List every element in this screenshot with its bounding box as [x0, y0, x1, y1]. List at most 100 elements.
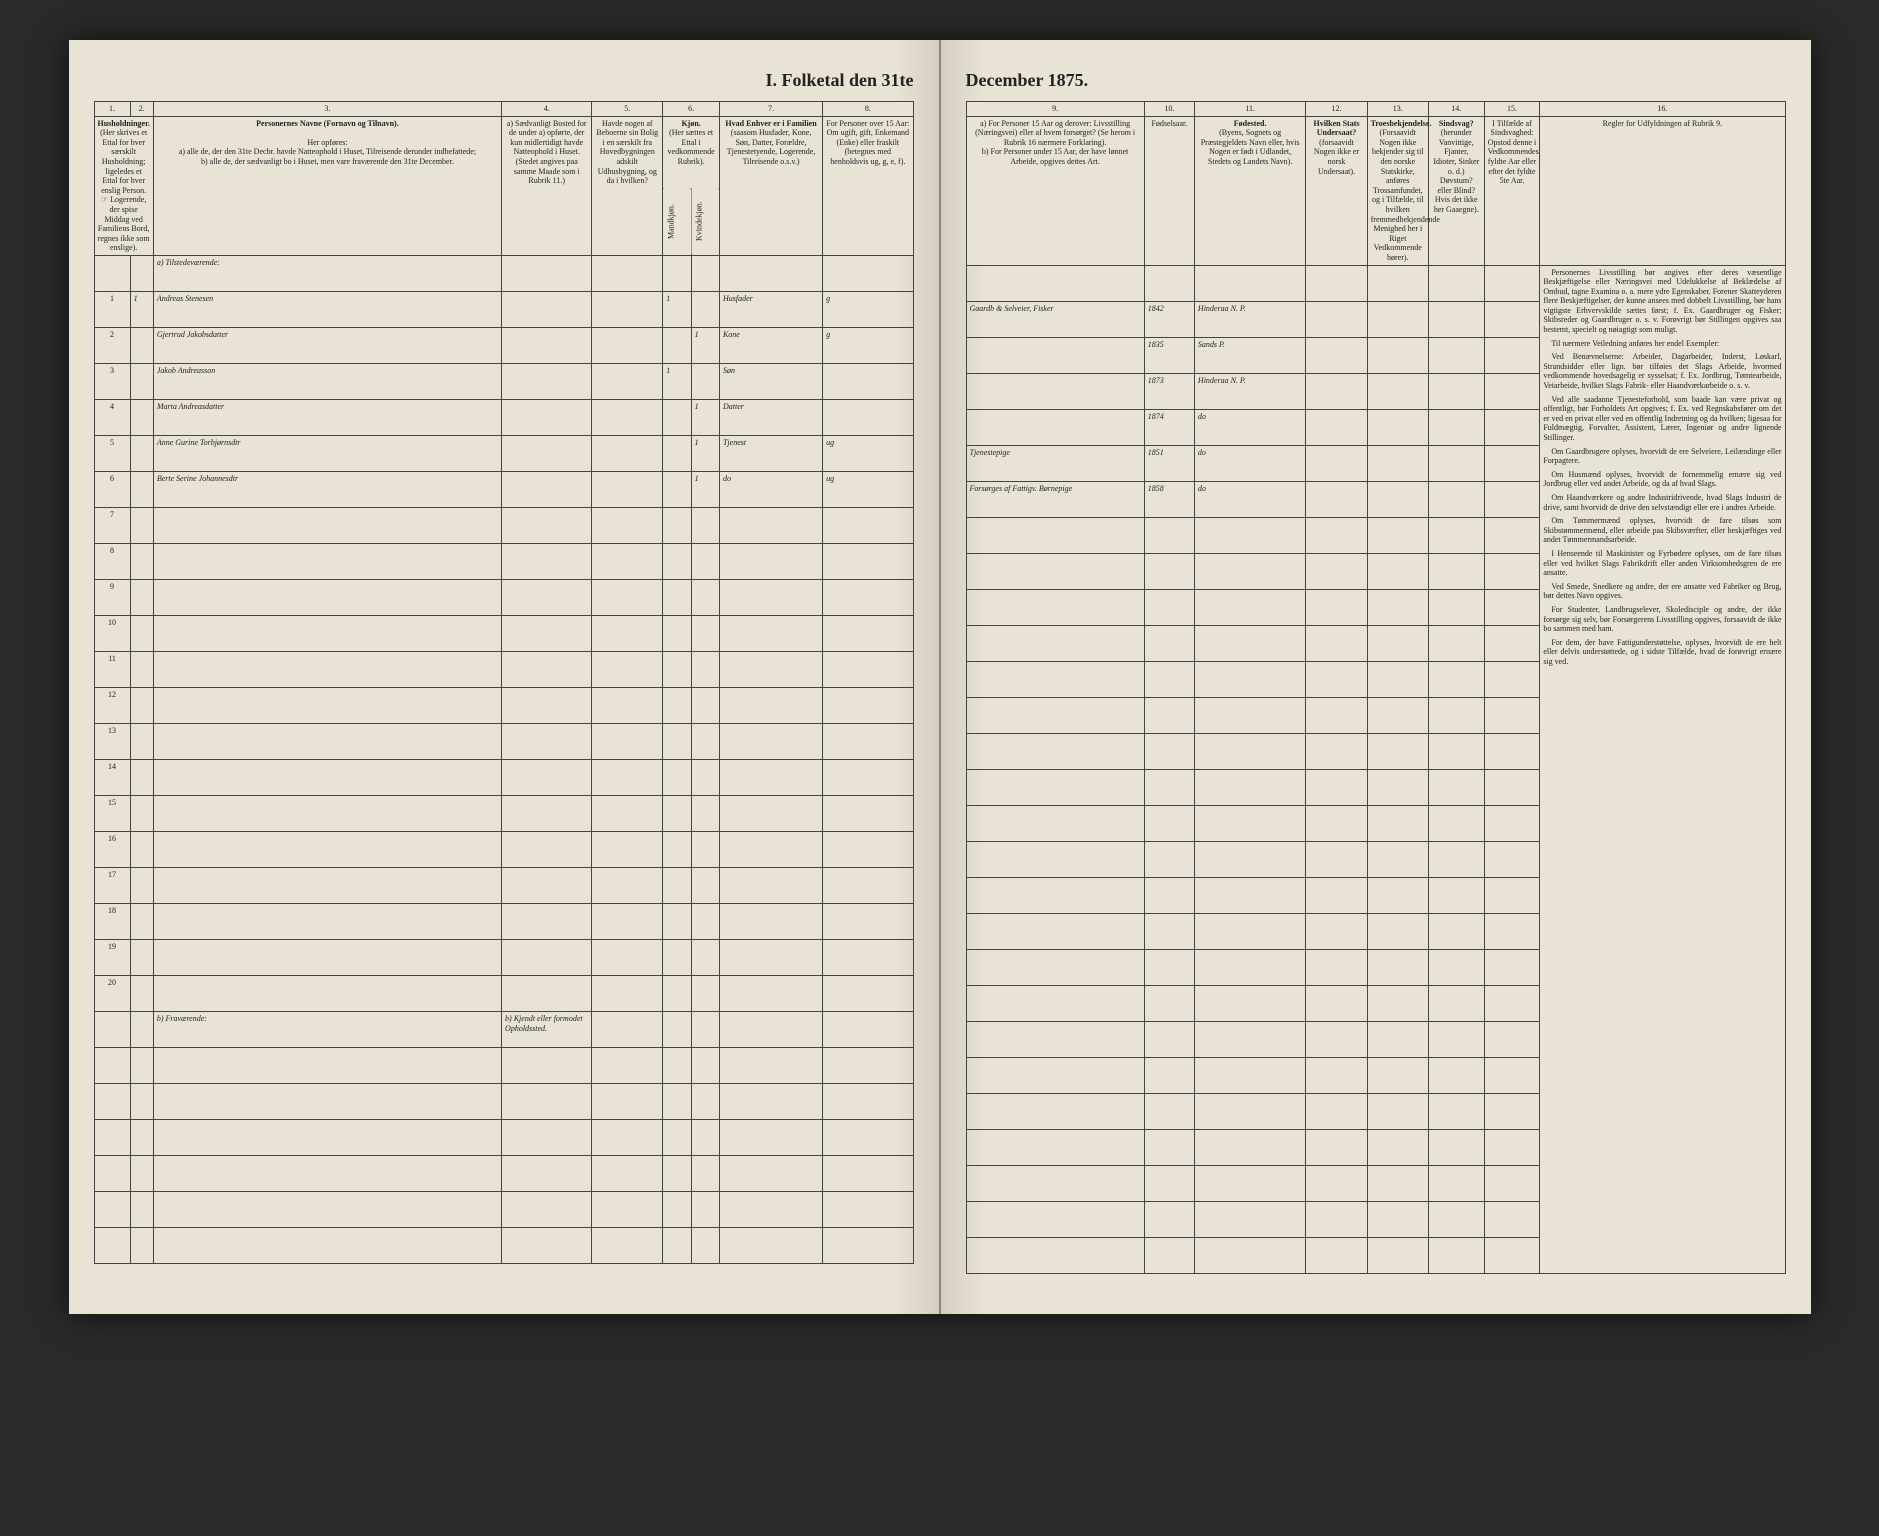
table-row-empty — [94, 1227, 913, 1263]
cell-year: 1842 — [1144, 301, 1194, 337]
cell-male: 1 — [663, 363, 691, 399]
table-row: 11Andreas Stenesen1Husfaderg — [94, 291, 913, 327]
colnum-1: 1. — [94, 102, 130, 117]
table-row-empty: 16 — [94, 831, 913, 867]
section-a-label: a) Tilstedeværende: — [153, 255, 501, 291]
cell-undersaat — [1306, 445, 1367, 481]
row-number: 4 — [94, 399, 130, 435]
cell-relation: Søn — [719, 363, 822, 399]
table-row-empty — [94, 1047, 913, 1083]
table-row-empty — [94, 1155, 913, 1191]
table-row-empty: 19 — [94, 939, 913, 975]
cell-civil: ug — [823, 435, 913, 471]
table-row: 6Berte Serine Johannesdtr1doug — [94, 471, 913, 507]
regler-paragraph: Om Husmænd oplyses, hvorvidt de fornemme… — [1543, 470, 1781, 489]
cell-sindsvag2 — [1484, 301, 1540, 337]
regler-paragraph: I Henseende til Maskinister og Fyrbødere… — [1543, 549, 1781, 578]
cell-bosted — [502, 291, 592, 327]
cell-relation: do — [719, 471, 822, 507]
colnum-7: 7. — [719, 102, 822, 117]
cell-name: Marta Andreasdatter — [153, 399, 501, 435]
cell-female — [691, 291, 719, 327]
cell-birthplace: Hinderaa N. P. — [1194, 301, 1305, 337]
cell-name: Berte Serine Johannesdtr — [153, 471, 501, 507]
cell-occupation — [966, 409, 1144, 445]
cell-bolig — [592, 327, 663, 363]
cell-occupation: Forsørges af Fattigv. Børnepige — [966, 481, 1144, 517]
regler-paragraph: Ved Smede, Snedkere og andre, der ere an… — [1543, 582, 1781, 601]
colnum-12: 12. — [1306, 102, 1367, 117]
section-b-label: b) Fraværende: — [153, 1011, 501, 1047]
column-header-row: Husholdninger. (Her skrives et Ettal for… — [94, 116, 913, 188]
cell-undersaat — [1306, 481, 1367, 517]
row-number: 5 — [94, 435, 130, 471]
regler-paragraph: For Studenter, Landbrugselever, Skoledis… — [1543, 605, 1781, 634]
cell-birthplace: Sands P. — [1194, 337, 1305, 373]
cell-occupation — [966, 337, 1144, 373]
cell-female: 1 — [691, 435, 719, 471]
cell-sindsvag2 — [1484, 445, 1540, 481]
cell-civil — [823, 399, 913, 435]
colnum-15: 15. — [1484, 102, 1540, 117]
regler-text: Personernes Livsstilling bør angives eft… — [1540, 265, 1785, 1273]
row-number: 6 — [94, 471, 130, 507]
cell-sindsvag — [1428, 301, 1484, 337]
cell-female: 1 — [691, 399, 719, 435]
cell-bosted — [502, 435, 592, 471]
right-page: December 1875. 9. 10. 11. 12. 13. 14. 15… — [941, 40, 1811, 1314]
cell-sindsvag — [1428, 337, 1484, 373]
cell-civil: ug — [823, 471, 913, 507]
table-row-empty: 10 — [94, 615, 913, 651]
cell-name: Andreas Stenesen — [153, 291, 501, 327]
cell-household — [130, 327, 153, 363]
regler-paragraph: Til nærmere Veiledning anføres her endel… — [1543, 339, 1781, 349]
cell-household — [130, 363, 153, 399]
header-navne: Personernes Navne (Fornavn og Tilnavn). … — [153, 116, 501, 255]
section-a-row-r: Personernes Livsstilling bør angives eft… — [966, 265, 1785, 301]
page-title-left: I. Folketal den 31te — [94, 70, 914, 91]
header-livsstilling: a) For Personer 15 Aar og derover: Livss… — [966, 116, 1144, 265]
table-row-empty: 13 — [94, 723, 913, 759]
table-row-empty: 18 — [94, 903, 913, 939]
cell-year: 1835 — [1144, 337, 1194, 373]
cell-year: 1873 — [1144, 373, 1194, 409]
header-kvindekjon: Kvindekjøn. — [691, 188, 719, 255]
cell-undersaat — [1306, 373, 1367, 409]
cell-sindsvag2 — [1484, 373, 1540, 409]
cell-occupation: Tjenestepige — [966, 445, 1144, 481]
table-row-empty: 17 — [94, 867, 913, 903]
cell-relation: Tjenest — [719, 435, 822, 471]
row-number: 3 — [94, 363, 130, 399]
header-sindsvag2: I Tilfælde af Sindsvaghed: Opstod denne … — [1484, 116, 1540, 265]
cell-bosted — [502, 363, 592, 399]
cell-undersaat — [1306, 409, 1367, 445]
cell-sindsvag — [1428, 373, 1484, 409]
cell-troes — [1367, 301, 1428, 337]
colnum-3: 3. — [153, 102, 501, 117]
regler-paragraph: Om Haandværkere og andre Industridrivend… — [1543, 493, 1781, 512]
colnum-10: 10. — [1144, 102, 1194, 117]
table-row-empty: 9 — [94, 579, 913, 615]
header-familie: Hvad Enhver er i Familien (saasom Husfad… — [719, 116, 822, 255]
regler-paragraph: Om Gaardbrugere oplyses, hvorvidt de ere… — [1543, 447, 1781, 466]
cell-occupation — [966, 373, 1144, 409]
cell-occupation: Gaardb & Selveier, Fisker — [966, 301, 1144, 337]
cell-birthplace: do — [1194, 409, 1305, 445]
header-husholdninger: Husholdninger. (Her skrives et Ettal for… — [94, 116, 153, 255]
table-row: 2Gjertrud Jakobsdatter1Koneg — [94, 327, 913, 363]
regler-paragraph: Ved alle saadanne Tjenesteforhold, som b… — [1543, 395, 1781, 443]
cell-male — [663, 435, 691, 471]
cell-troes — [1367, 337, 1428, 373]
census-table-left: 1. 2. 3. 4. 5. 6. 7. 8. Husholdninger. (… — [94, 101, 914, 1264]
header-bosted: a) Sædvanligt Bosted for de under a) opf… — [502, 116, 592, 255]
cell-sindsvag2 — [1484, 409, 1540, 445]
cell-household — [130, 471, 153, 507]
table-row: 3Jakob Andreasson1Søn — [94, 363, 913, 399]
regler-paragraph: Om Tømmermænd oplyses, hvorvidt de fare … — [1543, 516, 1781, 545]
header-kjon: Kjøn. (Her sættes et Ettal i vedkommende… — [663, 116, 720, 188]
table-row-empty — [94, 1083, 913, 1119]
column-number-row: 1. 2. 3. 4. 5. 6. 7. 8. — [94, 102, 913, 117]
regler-paragraph: Personernes Livsstilling bør angives eft… — [1543, 268, 1781, 335]
cell-year: 1851 — [1144, 445, 1194, 481]
cell-bolig — [592, 363, 663, 399]
